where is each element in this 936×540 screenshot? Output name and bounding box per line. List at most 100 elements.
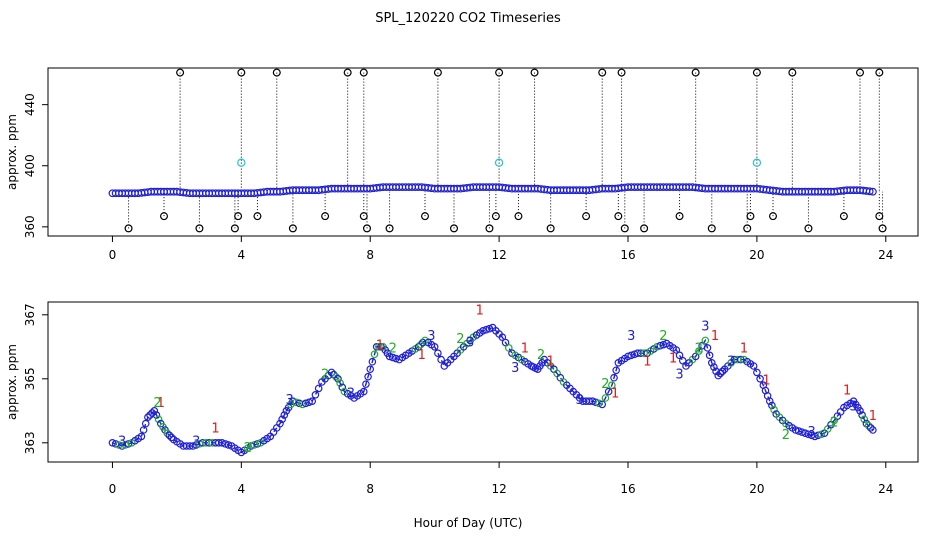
series-1-marker: 1 <box>211 422 219 437</box>
trend-point <box>221 440 230 448</box>
trend-point <box>753 368 761 377</box>
trend-point <box>608 381 616 390</box>
outlier-point <box>640 224 649 233</box>
outlier-point <box>804 224 813 233</box>
trend-point <box>276 419 284 428</box>
trend-point <box>856 406 864 415</box>
outlier-point <box>788 68 797 77</box>
series-1-marker: 1 <box>476 303 484 318</box>
top-outlier-series <box>124 68 887 233</box>
trend-point <box>118 442 126 450</box>
chart-title: SPL_120220 CO2 Timeseries <box>375 11 561 26</box>
outlier-point <box>385 224 394 233</box>
series-2-marker: 2 <box>456 332 464 347</box>
trend-point <box>224 441 233 449</box>
trend-point <box>292 398 300 407</box>
outlier-point <box>253 212 262 221</box>
trend-point <box>504 344 513 352</box>
outlier-point <box>495 68 504 77</box>
trend-point <box>301 399 310 408</box>
trend-point <box>416 340 425 349</box>
top-y-axis: 360 400 440 <box>23 93 48 238</box>
series-1-marker: 1 <box>762 374 770 389</box>
top-x-tick-label: 0 <box>109 248 117 262</box>
top-baseline-series <box>108 183 877 198</box>
trend-point <box>329 370 338 379</box>
outlier-point <box>878 224 887 233</box>
bottom-x-tick-label: 20 <box>749 482 764 496</box>
trend-line <box>112 326 874 454</box>
trend-point <box>804 430 813 439</box>
series-1-marker: 1 <box>611 387 619 402</box>
trend-point <box>108 438 117 447</box>
trend-point <box>707 358 716 367</box>
top-reference-series <box>237 158 762 167</box>
trend-point <box>139 426 148 434</box>
top-x-tick-label: 24 <box>878 248 893 262</box>
trend-point <box>332 372 340 381</box>
trend-point <box>714 371 723 380</box>
series-1-marker: 1 <box>869 409 877 424</box>
trend-point <box>121 441 130 449</box>
trend-point <box>501 338 510 347</box>
outlier-point <box>450 224 459 233</box>
trend-point <box>414 342 423 351</box>
series-3-marker: 3 <box>675 367 683 382</box>
outlier-point <box>839 212 848 221</box>
trend-point <box>364 372 372 381</box>
series-2-marker: 2 <box>321 367 329 382</box>
outlier-point <box>614 212 623 221</box>
trend-point <box>148 409 156 417</box>
trend-point <box>588 397 597 406</box>
series-2-marker: 2 <box>537 348 545 363</box>
trend-point <box>862 419 871 428</box>
trend-point <box>604 387 613 396</box>
outlier-point <box>530 68 539 77</box>
outlier-point <box>421 212 430 221</box>
trend-point <box>794 427 803 435</box>
trend-point <box>678 356 687 365</box>
bottom-x-tick-label: 12 <box>491 482 506 496</box>
series-3-marker: 3 <box>192 435 200 450</box>
trend-point <box>791 426 800 434</box>
outlier-point <box>514 212 523 221</box>
outlier-point <box>620 224 629 233</box>
series-3-marker: 3 <box>286 393 294 408</box>
series-2-marker: 2 <box>782 428 790 443</box>
bottom-x-tick-label: 16 <box>620 482 635 496</box>
trend-point <box>278 415 286 424</box>
trend-point <box>165 431 174 440</box>
trend-point <box>601 394 610 402</box>
outlier-point <box>875 68 884 77</box>
series-3-marker: 3 <box>849 399 857 414</box>
reference-point <box>494 158 504 167</box>
series-3-marker: 3 <box>627 329 635 344</box>
trend-point <box>366 365 375 374</box>
trend-point <box>141 419 150 428</box>
outlier-point <box>124 224 133 233</box>
top-x-axis: 0 4 8 12 16 20 24 <box>109 235 893 262</box>
trend-point <box>814 431 822 440</box>
trend-point <box>111 440 120 448</box>
baseline-point <box>868 187 877 196</box>
series-3-marker: 3 <box>808 425 816 440</box>
series-3-marker: 3 <box>118 435 126 450</box>
series-2-marker: 2 <box>830 415 838 430</box>
outlier-point <box>491 212 500 221</box>
outlier-point <box>160 212 169 221</box>
top-x-tick-label: 12 <box>491 248 506 262</box>
trend-point <box>656 341 665 350</box>
trend-point <box>768 401 776 410</box>
outlier-point <box>752 68 761 77</box>
trend-point <box>624 352 632 361</box>
x-axis-title: Hour of Day (UTC) <box>414 516 523 530</box>
outlier-point <box>234 212 243 221</box>
trend-point <box>736 355 745 364</box>
trend-point <box>152 411 161 419</box>
trend-point <box>137 432 146 441</box>
series-2-marker: 2 <box>659 329 667 344</box>
trend-point <box>701 336 710 345</box>
trend-point <box>653 342 661 351</box>
